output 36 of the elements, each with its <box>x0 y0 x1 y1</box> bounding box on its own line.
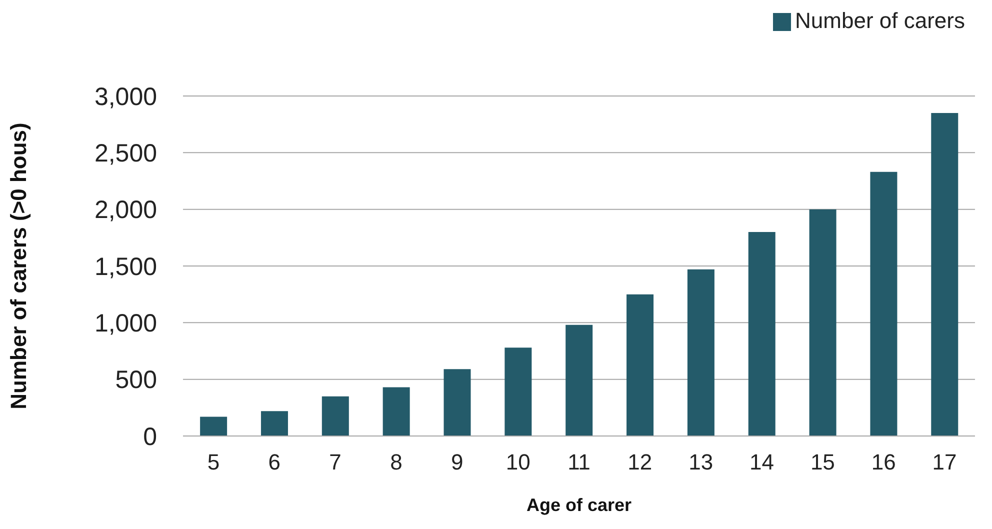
x-tick-label: 6 <box>268 450 281 475</box>
x-tick-label: 9 <box>451 450 464 475</box>
y-tick-label: 3,000 <box>94 82 157 111</box>
legend-label: Number of carers <box>795 8 965 33</box>
bar <box>382 387 410 436</box>
y-tick-label: 1,000 <box>94 310 157 338</box>
y-axis-title: Number of carers (>0 hous) <box>6 122 31 410</box>
bar <box>931 113 958 436</box>
bar <box>748 232 776 436</box>
x-tick-label: 17 <box>932 450 957 475</box>
x-tick-label: 5 <box>207 450 220 475</box>
bar <box>444 369 471 436</box>
x-tick-label: 11 <box>568 450 590 475</box>
x-tick-label: 7 <box>329 450 342 475</box>
x-tick-label: 14 <box>750 450 774 475</box>
y-tick-label: 0 <box>143 422 157 451</box>
bar <box>809 209 836 436</box>
x-tick-label: 12 <box>628 450 652 475</box>
y-tick-label: 2,500 <box>94 140 157 168</box>
y-tick-label: 1,500 <box>94 252 157 281</box>
bar <box>200 416 228 436</box>
x-tick-label: 10 <box>506 450 530 475</box>
x-tick-label: 16 <box>871 450 896 475</box>
bar <box>626 294 654 436</box>
bar <box>260 411 288 436</box>
y-tick-label: 500 <box>115 366 157 394</box>
x-tick-label: 8 <box>390 450 402 475</box>
bar <box>566 324 593 436</box>
bar <box>322 396 349 436</box>
x-tick-label: 13 <box>688 450 714 475</box>
bar <box>504 348 532 436</box>
x-tick-label: 15 <box>810 450 835 475</box>
x-axis-title: Age of carer <box>526 495 632 515</box>
bar <box>870 172 898 436</box>
bar <box>687 269 714 436</box>
y-tick-label: 2,000 <box>94 196 157 224</box>
